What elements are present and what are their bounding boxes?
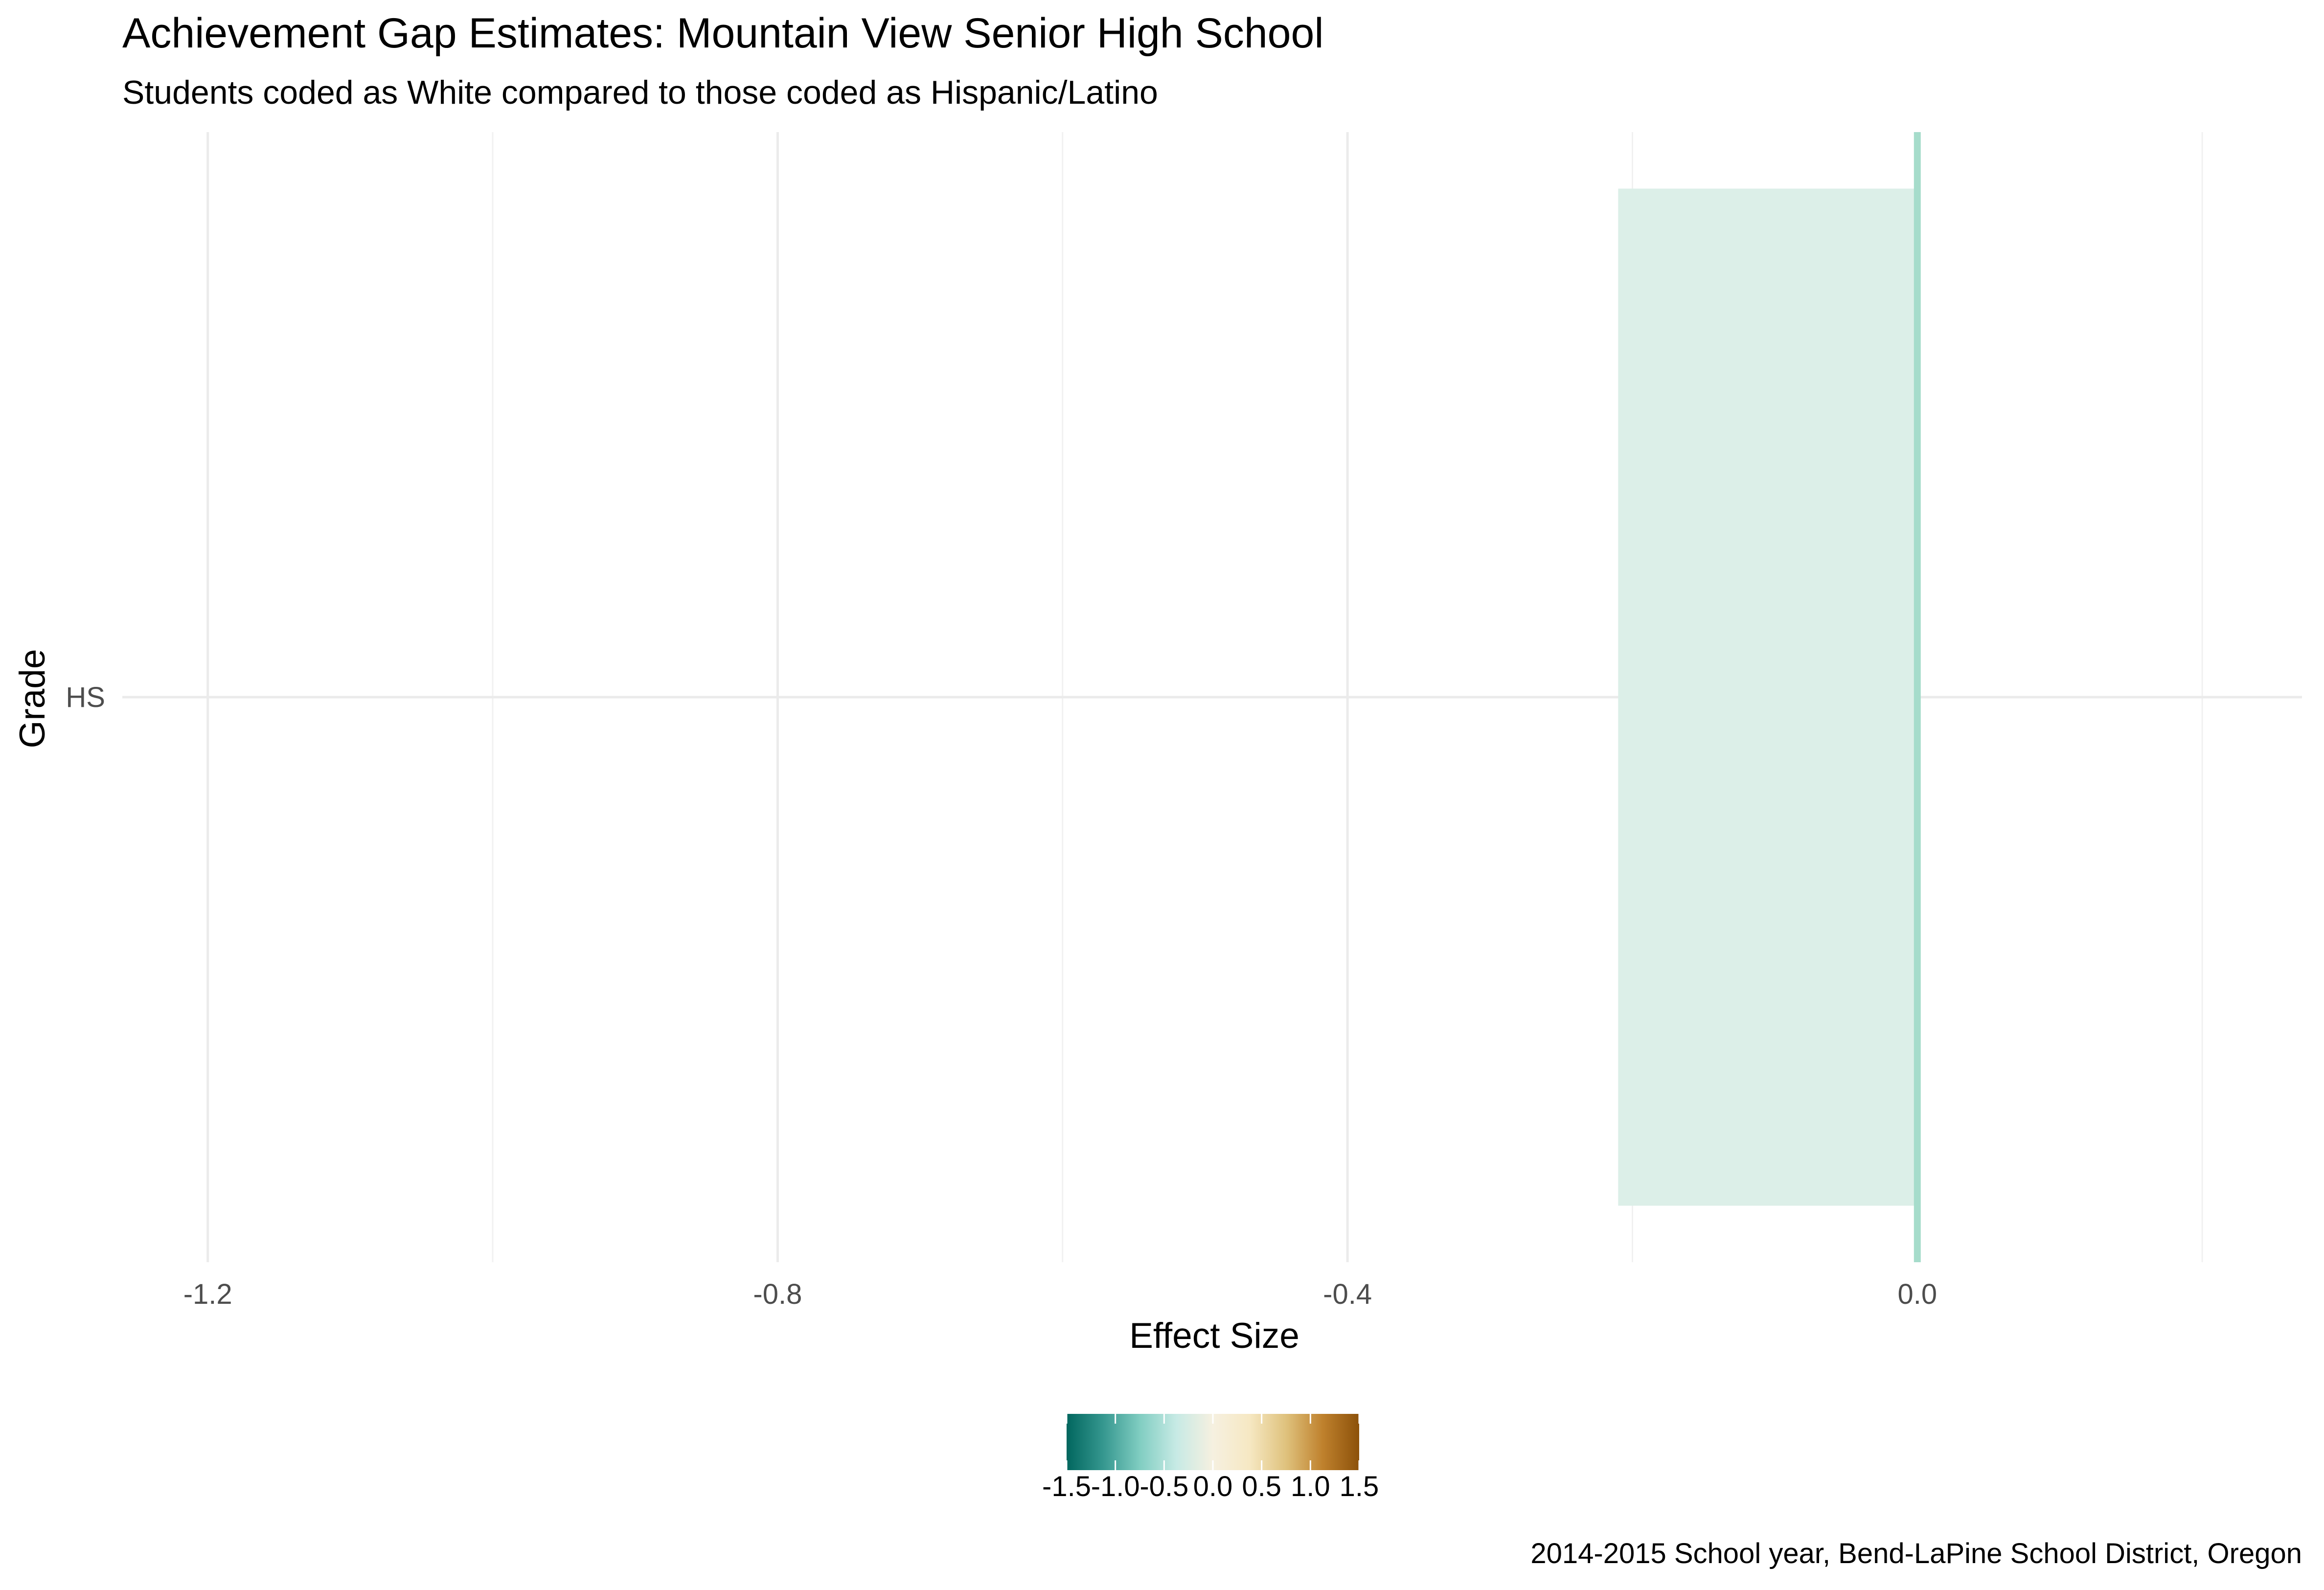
grid-layer [122,132,2302,1262]
legend-tick-label: -1.5 [1042,1471,1091,1502]
x-tick-label: -0.8 [753,1278,802,1310]
x-tick-label: 0.0 [1898,1278,1937,1310]
chart-title: Achievement Gap Estimates: Mountain View… [122,10,1323,57]
x-tick-label: -0.4 [1323,1278,1372,1310]
chart-caption: 2014-2015 School year, Bend-LaPine Schoo… [1530,1538,2302,1569]
legend-tick-label: 0.5 [1242,1471,1281,1502]
legend-colorbar: -1.5 -1.0 -0.5 0.0 0.5 1.0 1.5 [1042,1414,1379,1502]
chart-subtitle: Students coded as White compared to thos… [122,74,1158,111]
axis-layer: -1.2 -0.8 -0.4 0.0 HS [66,681,1937,1310]
x-tick-label: -1.2 [183,1278,232,1310]
bars-layer [1618,188,1917,1206]
legend-tick-label: 0.0 [1193,1471,1233,1502]
bar-hs [1618,188,1917,1206]
legend-tick-label: -1.0 [1091,1471,1140,1502]
legend-tick-label: -0.5 [1139,1471,1188,1502]
legend-tick-label: 1.5 [1340,1471,1379,1502]
y-axis-label: Grade [13,649,52,749]
legend-tick-label: 1.0 [1291,1471,1330,1502]
y-tick-label: HS [66,681,105,713]
x-axis-label: Effect Size [1129,1316,1299,1356]
